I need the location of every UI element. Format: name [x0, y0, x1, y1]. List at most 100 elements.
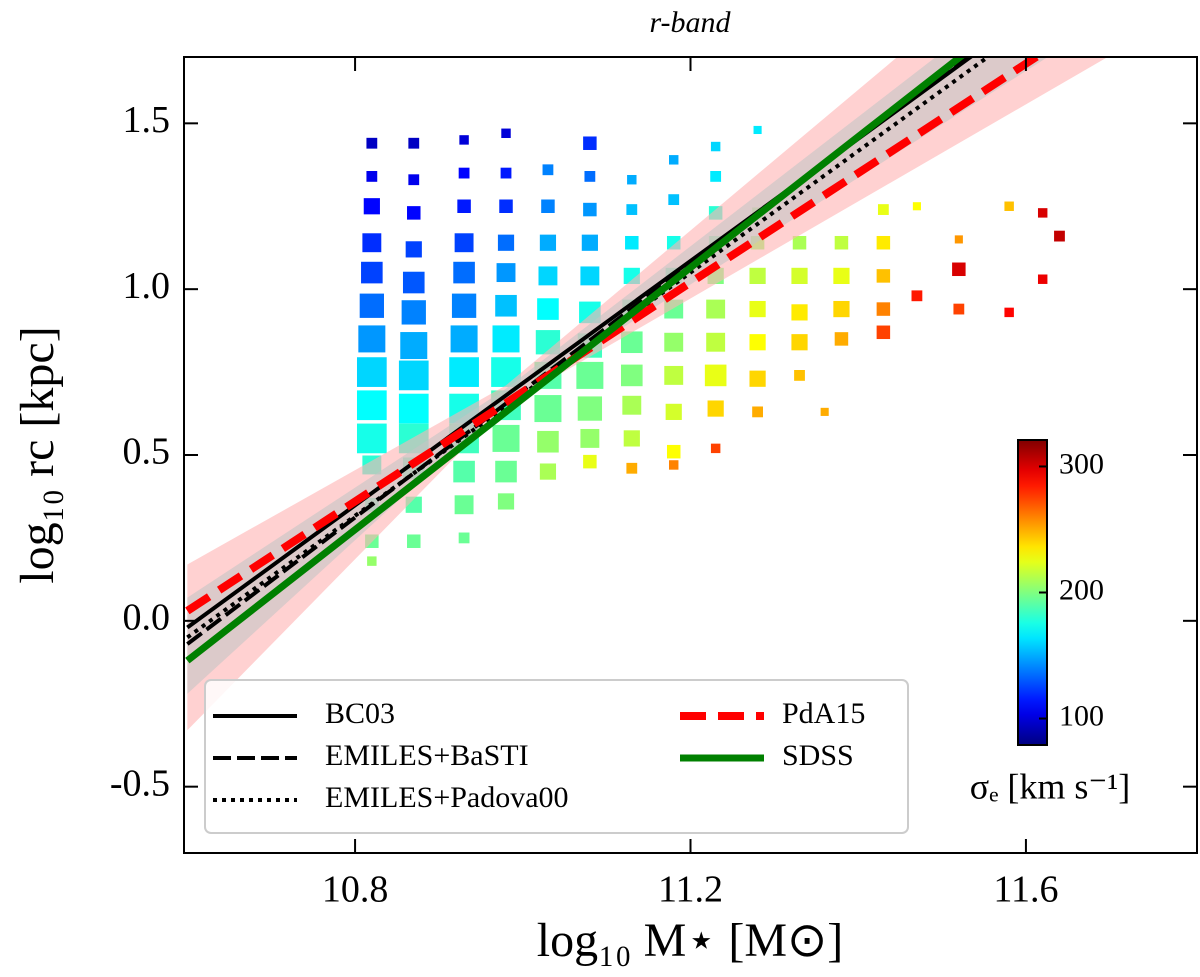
data-square	[664, 332, 684, 352]
data-square	[911, 290, 923, 302]
data-square	[876, 302, 891, 316]
data-square	[877, 204, 889, 215]
data-square	[398, 360, 429, 391]
data-square	[538, 266, 558, 286]
data-square	[358, 325, 386, 353]
data-square	[457, 199, 471, 213]
colorbar-tick-label: 100	[1059, 699, 1104, 732]
data-square	[794, 370, 805, 381]
data-square	[402, 271, 425, 294]
data-square	[458, 167, 470, 179]
data-square	[876, 269, 891, 283]
data-square	[626, 204, 638, 215]
data-square	[1004, 201, 1014, 211]
data-square	[542, 164, 554, 176]
data-square	[449, 357, 479, 387]
data-square	[492, 424, 520, 452]
data-square	[454, 495, 474, 515]
data-square	[792, 235, 807, 250]
y-tick-label: -0.5	[110, 762, 170, 804]
data-square	[665, 403, 682, 420]
data-square	[577, 396, 603, 421]
data-square	[356, 357, 387, 387]
data-square	[752, 406, 763, 418]
data-square	[362, 233, 382, 253]
data-square	[497, 234, 515, 251]
data-square	[669, 155, 679, 165]
data-square	[620, 364, 643, 387]
colorbar-tick-label: 200	[1059, 573, 1104, 606]
data-square	[623, 430, 640, 447]
data-square	[495, 294, 517, 317]
data-square	[749, 334, 766, 351]
data-square	[1037, 274, 1048, 284]
data-square	[668, 194, 680, 206]
data-square	[952, 262, 966, 277]
data-square	[453, 261, 475, 284]
data-square	[453, 460, 475, 483]
data-square	[496, 263, 516, 283]
data-square	[710, 443, 721, 454]
data-square	[537, 298, 559, 320]
data-square	[820, 407, 829, 416]
data-square	[405, 241, 422, 258]
data-square	[791, 304, 808, 321]
data-square	[497, 493, 515, 510]
data-square	[704, 364, 727, 387]
data-square	[401, 300, 426, 325]
data-square	[664, 365, 684, 385]
data-square	[912, 202, 921, 211]
data-square	[627, 174, 637, 185]
data-square	[500, 167, 512, 179]
data-square	[876, 235, 891, 250]
data-square	[620, 331, 643, 354]
data-square	[954, 235, 963, 244]
data-square	[580, 428, 600, 448]
data-square	[749, 267, 766, 284]
y-axis-label: log₁₀ rc [kpc]	[11, 326, 64, 583]
chart-title: r-band	[649, 6, 731, 39]
data-square	[458, 532, 470, 544]
data-square	[583, 136, 597, 150]
data-square	[576, 361, 604, 389]
data-square	[495, 460, 517, 483]
fit-line	[186, 57, 992, 640]
data-square	[539, 234, 557, 251]
data-square	[706, 299, 726, 319]
x-axis-label: log₁₀ M⋆ [M⊙]	[537, 914, 843, 967]
data-square	[492, 325, 520, 353]
data-square	[584, 171, 596, 182]
data-square	[367, 556, 377, 566]
fit-line	[185, 57, 966, 664]
data-square	[791, 267, 808, 284]
data-square	[710, 141, 721, 152]
data-square	[707, 400, 724, 417]
legend-label: BC03	[325, 697, 395, 730]
x-tick-label: 11.2	[658, 869, 723, 911]
data-square	[706, 332, 726, 352]
x-tick-label: 11.6	[993, 869, 1058, 911]
data-square	[666, 444, 681, 459]
data-square	[753, 125, 762, 135]
data-square	[537, 430, 559, 453]
data-square	[710, 171, 722, 182]
data-square	[359, 293, 384, 318]
data-square	[1054, 230, 1065, 242]
legend-label: SDSS	[782, 739, 854, 772]
data-square	[451, 293, 477, 318]
data-square	[398, 393, 429, 424]
colorbar-tick-label: 300	[1059, 447, 1104, 480]
data-square	[834, 235, 849, 250]
x-tick-label: 10.8	[322, 869, 389, 911]
data-square	[450, 325, 478, 353]
data-square	[499, 199, 513, 213]
legend-label: PdA15	[782, 697, 865, 730]
data-square	[669, 460, 679, 470]
data-square	[459, 135, 469, 145]
data-square	[356, 390, 387, 421]
data-square	[622, 395, 642, 415]
data-square	[583, 454, 597, 469]
legend-label: EMILES+Padova00	[325, 781, 569, 814]
